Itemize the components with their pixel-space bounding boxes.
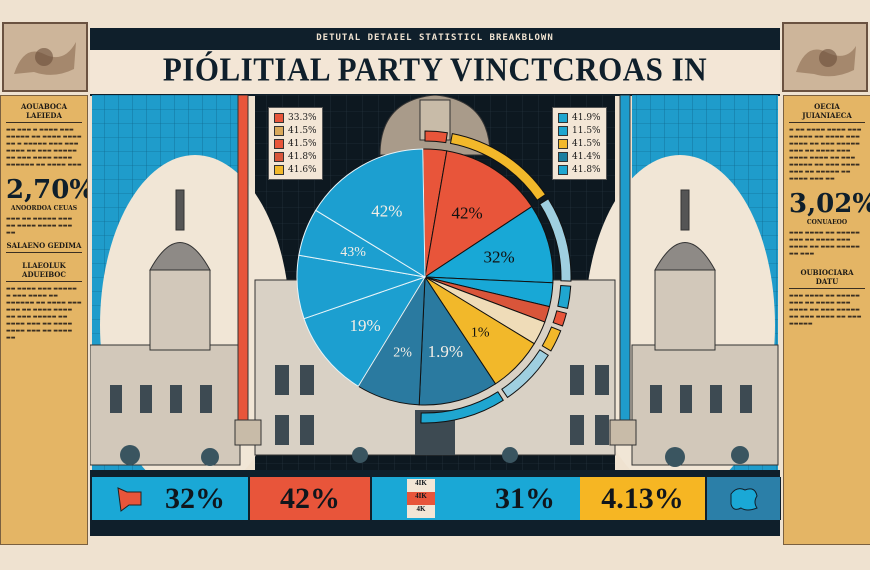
right-panel: OECIA JUIANIAECA ▬ ▬▬ ▬▬▬▬ ▬▬▬▬ ▬▬▬ ▬▬▬▬… xyxy=(783,95,870,545)
left-caption: ANOORDOA CEUAS xyxy=(10,205,78,212)
stat-grid: 4IK 4IK 4K xyxy=(372,477,471,520)
left-subheading-1: SALAENO GEDIMA xyxy=(6,241,82,253)
legend-label: 41.5% xyxy=(288,125,317,136)
stat-value: 32% xyxy=(165,481,225,515)
pie-ring-segment xyxy=(420,391,504,424)
engraving-right xyxy=(782,22,868,92)
right-subheading: OUBIOCIARA DATU xyxy=(789,268,865,289)
kicker-bar: DETUTAL DETAIEL STATISTICL BREAKBLOWN xyxy=(90,28,780,48)
filler-text: ▬ ▬▬ ▬▬▬▬ ▬▬▬▬ ▬▬▬ ▬▬▬▬▬ ▬▬ ▬▬▬▬ ▬▬▬ ▬▬▬… xyxy=(789,127,862,182)
pie-slice-label: 1.9% xyxy=(428,342,463,361)
legend-item: 41.5% xyxy=(274,124,317,137)
map-icon xyxy=(730,487,758,510)
legend-item: 41.9% xyxy=(558,111,601,124)
title-band: PIÓLITIAL PARTY VINCTCROAS IN CITTUAD RE… xyxy=(90,48,780,127)
grid-label: 4K xyxy=(407,505,435,518)
pie-chart: 42% 32% 1% 1.9% 2% 19% 43% 42% xyxy=(296,130,572,424)
legend-item: 41.4% xyxy=(558,150,601,163)
legend-label: 41.8% xyxy=(288,151,317,162)
left-subheading-2: LLAEOLUK ADUEIBOC xyxy=(6,261,82,282)
pie-slice-label: 19% xyxy=(350,316,381,335)
pie-ring-segment xyxy=(557,285,572,309)
ornament-icon xyxy=(14,42,76,75)
legend-label: 41.5% xyxy=(288,138,317,149)
left-heading: AOUABOCA LAEIEDA xyxy=(6,102,82,123)
map-cell xyxy=(707,477,781,520)
pie-ring-segment xyxy=(552,310,568,327)
legend-swatch xyxy=(274,164,284,175)
legend-label: 41.5% xyxy=(572,138,601,149)
filler-text: ▬▬ ▬▬▬ ▬ ▬▬▬▬ ▬▬▬ ▬▬▬▬▬ ▬▬ ▬▬▬▬ ▬▬▬▬ ▬▬ … xyxy=(6,127,82,168)
legend-item: 11.5% xyxy=(558,124,601,137)
grid-label: 4IK xyxy=(407,492,435,505)
pie-slice-label: 43% xyxy=(340,245,366,260)
pie-slice-label: 2% xyxy=(393,345,412,360)
right-big-value: 3,02% xyxy=(789,189,870,219)
legend-label: 11.5% xyxy=(572,125,601,136)
pie-slice xyxy=(423,205,554,284)
left-panel: AOUABOCA LAEIEDA ▬▬ ▬▬▬ ▬ ▬▬▬▬ ▬▬▬ ▬▬▬▬▬… xyxy=(0,95,88,545)
legend-label: 33.3% xyxy=(288,112,317,123)
pie-ring-segment xyxy=(539,198,572,282)
legend-swatch xyxy=(558,125,568,136)
legend-swatch xyxy=(558,112,568,123)
pie-ring-segment xyxy=(449,133,547,201)
legend-item: 41.8% xyxy=(558,163,601,176)
pie-slice xyxy=(424,150,533,279)
filler-text: ▬▬ ▬▬▬▬ ▬▬▬ ▬▬▬▬▬ ▬ ▬▬▬ ▬▬▬▬ ▬▬ ▬▬▬▬▬▬ ▬… xyxy=(6,286,82,341)
stat-value: 4.13% xyxy=(601,481,684,515)
filler-text: ▬▬▬ ▬▬▬▬ ▬▬ ▬▬▬▬▬ ▬▬▬ ▬▬ ▬▬▬▬ ▬▬▬ ▬▬▬▬ ▬… xyxy=(789,230,860,257)
building-scene: 42% 32% 1% 1.9% 2% 19% 43% 42% xyxy=(89,94,779,495)
pie-ring-segment xyxy=(541,326,562,352)
pie-slice xyxy=(315,148,426,278)
stat-cell-4: 4.13% xyxy=(580,477,706,520)
ornament-icon xyxy=(796,46,856,77)
filler-text: ▬▬▬ ▬▬▬▬ ▬▬ ▬▬▬▬▬ ▬▬▬ ▬▬ ▬▬▬▬ ▬▬▬ ▬▬▬▬ ▬… xyxy=(789,293,862,327)
legend-swatch xyxy=(274,112,284,123)
legend-label: 41.6% xyxy=(288,164,317,175)
legend-label: 41.8% xyxy=(572,164,601,175)
legend-right: 41.9% 11.5% 41.5% 41.4% 41.8% xyxy=(552,107,607,180)
legend-item: 33.3% xyxy=(274,111,317,124)
legend-label: 41.9% xyxy=(572,112,601,123)
pie-ring-segment xyxy=(424,130,448,144)
pie-ring-segment xyxy=(501,349,549,399)
legend-item: 41.6% xyxy=(274,163,317,176)
stat-bar: 32% 42% 4IK 4IK 4K 31% 4.13% xyxy=(90,470,781,536)
legend-label: 41.4% xyxy=(572,151,601,162)
stat-cell-3: 31% xyxy=(470,477,581,520)
legend-swatch xyxy=(274,125,284,136)
pie-slice-label: 42% xyxy=(371,201,402,220)
legend-item: 41.5% xyxy=(274,137,317,150)
grid-label: 4IK xyxy=(407,479,435,492)
legend-swatch xyxy=(558,151,568,162)
pie-slice xyxy=(418,275,497,406)
pie-slice-label: 1% xyxy=(471,325,490,340)
stat-value: 31% xyxy=(495,481,555,515)
legend-swatch xyxy=(274,151,284,162)
illustration: 42% 32% 1% 1.9% 2% 19% 43% 42% 33.3% 41.5% 41.5… xyxy=(89,94,780,495)
pie-slice xyxy=(303,276,427,387)
pie-slice-label: 42% xyxy=(451,204,482,223)
pie-slice-label: 32% xyxy=(483,248,514,267)
engraving-left xyxy=(2,22,88,92)
legend-swatch xyxy=(558,138,568,149)
legend-item: 41.5% xyxy=(558,137,601,150)
stat-cell-2: 42% xyxy=(250,477,371,520)
right-heading: OECIA JUIANIAECA xyxy=(789,102,865,123)
legend-item: 41.8% xyxy=(274,150,317,163)
legend-swatch xyxy=(274,138,284,149)
legend-left: 33.3% 41.5% 41.5% 41.8% 41.6% xyxy=(268,107,323,180)
stat-value: 42% xyxy=(280,481,340,515)
filler-text: ▬▬▬ ▬▬ ▬▬▬▬▬ ▬▬▬ ▬▬ ▬▬▬▬ ▬▬▬▬ ▬▬▬ ▬▬ xyxy=(6,216,73,236)
legend-swatch xyxy=(558,164,568,175)
stat-cell-1: 32% xyxy=(92,477,249,520)
flag-icon xyxy=(117,486,142,512)
left-big-value: 2,70% xyxy=(6,175,88,205)
right-caption: CONUAEOO xyxy=(806,219,848,226)
